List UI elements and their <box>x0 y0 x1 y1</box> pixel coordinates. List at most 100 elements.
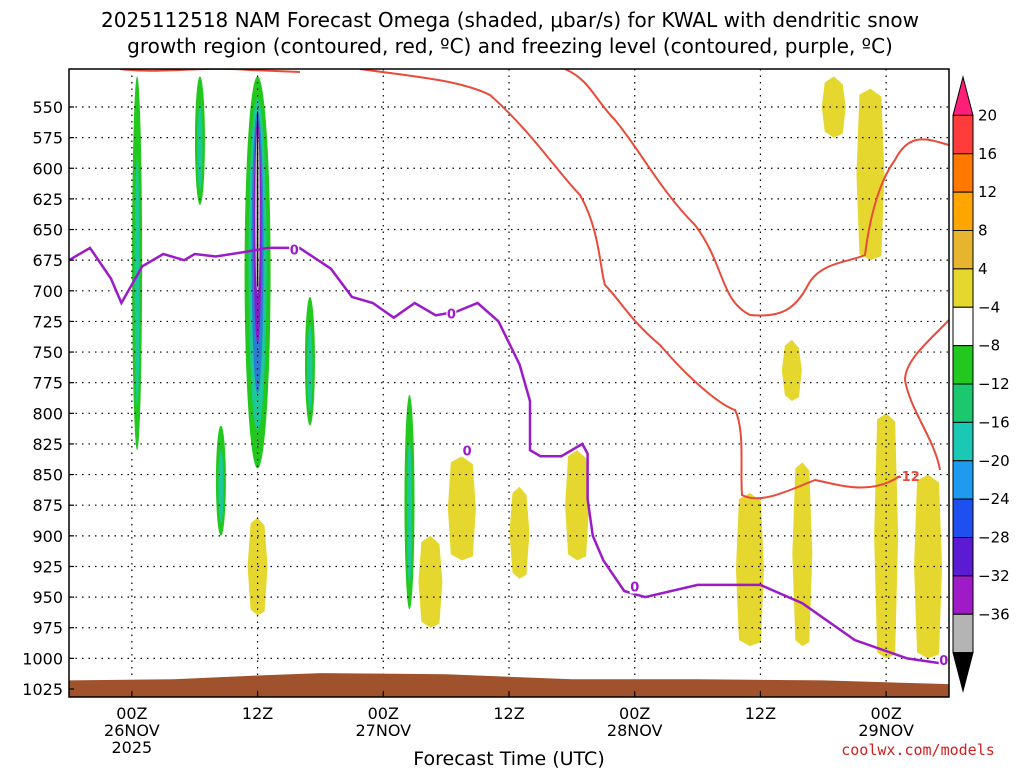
x-tick-label: 12Z <box>242 704 273 723</box>
y-tick-label: 1000 <box>22 649 63 668</box>
credit-text: coolwx.com/models <box>841 741 995 759</box>
omega-positive-area <box>856 88 885 261</box>
freezing-contour-label-bg <box>629 579 640 594</box>
colorbar-band <box>952 613 974 654</box>
y-tick-label: 675 <box>32 251 63 270</box>
colorbar-label: −28 <box>978 529 1010 547</box>
colorbar-band <box>952 460 974 500</box>
x-tick-label: 12Z <box>745 704 776 723</box>
colorbar-label: −4 <box>978 298 1000 316</box>
y-tick-label: 1025 <box>22 680 63 699</box>
terrain-fill <box>69 673 949 697</box>
omega-positive-area <box>874 413 899 659</box>
y-tick-label: 550 <box>32 98 63 117</box>
colorbar-label: 20 <box>978 106 997 124</box>
x-tick-date: 28NOV <box>607 721 663 740</box>
y-tick-label: 625 <box>32 190 63 209</box>
colorbar-band <box>952 153 974 193</box>
x-tick-date: 29NOV <box>858 721 914 740</box>
y-tick-label: 750 <box>32 343 63 362</box>
colorbar-band <box>952 191 974 231</box>
omega-negative-area <box>134 157 140 407</box>
chart-title-line-2: growth region (contoured, red, ºC) and f… <box>127 34 893 58</box>
colorbar-label: −16 <box>978 413 1010 431</box>
freezing-contour-label-bg <box>446 306 457 321</box>
colorbar-band <box>952 421 974 462</box>
omega-negative-area <box>218 449 224 523</box>
colorbar-band <box>952 75 974 116</box>
dgz-contour-line <box>359 69 901 500</box>
y-tick-label: 575 <box>32 129 63 148</box>
colorbar-label: −32 <box>978 567 1010 585</box>
colorbar-label: −12 <box>978 375 1010 393</box>
colorbar-band <box>952 383 974 423</box>
colorbar-label: 4 <box>978 260 988 278</box>
freezing-level-contour <box>69 246 949 666</box>
colorbar-band <box>952 498 974 538</box>
omega-negative-area <box>307 324 313 411</box>
freezing-contour-label: 0 <box>630 581 639 596</box>
y-tick-label: 800 <box>32 404 63 423</box>
colorbar-band <box>952 230 974 270</box>
x-tick-date: 26NOV <box>104 721 160 740</box>
dgz-contours <box>119 69 949 500</box>
omega-positive-area <box>792 462 813 647</box>
x-tick-label: 12Z <box>493 704 524 723</box>
y-tick-label: 900 <box>32 527 63 546</box>
x-tick-label: 00Z <box>368 704 399 723</box>
omega-positive-area <box>821 76 846 138</box>
colorbar-label: −20 <box>978 452 1010 470</box>
y-tick-label: 825 <box>32 435 63 454</box>
x-tick-year: 2025 <box>111 738 152 757</box>
omega-negative-area <box>197 104 203 191</box>
freezing-contour-label-bg <box>938 653 949 668</box>
omega-positive-area <box>735 492 764 647</box>
colorbar-band <box>952 652 974 693</box>
colorbar-label: 16 <box>978 145 997 163</box>
dgz-contour-label: -12 <box>896 470 920 485</box>
x-tick-label: 00Z <box>870 704 901 723</box>
contour-labels: 0 0 0 0 0 -12 <box>289 242 949 669</box>
y-tick-label: 950 <box>32 588 63 607</box>
omega-positive-area <box>781 339 802 402</box>
colorbar-label: 12 <box>978 183 997 201</box>
y-tick-label: 725 <box>32 312 63 331</box>
plot-area: 0 0 0 0 0 -12 <box>69 69 949 697</box>
freezing-contour-label-bg <box>462 443 473 458</box>
x-axis-label: Forecast Time (UTC) <box>413 748 604 768</box>
freezing-contour-label: 0 <box>463 445 472 460</box>
x-tick-date: 27NOV <box>355 721 411 740</box>
colorbar-band <box>952 114 974 155</box>
omega-positive-area <box>418 535 443 628</box>
omega-shading <box>132 76 943 659</box>
chart-title-line-1: 2025112518 NAM Forecast Omega (shaded, μ… <box>101 8 919 32</box>
dgz-contour-line <box>903 319 949 471</box>
colorbar-band <box>952 575 974 615</box>
y-tick-label: 775 <box>32 374 63 393</box>
freezing-contour-label: 0 <box>290 244 299 259</box>
colorbar-label: 8 <box>978 222 988 240</box>
omega-positive-area <box>447 456 476 561</box>
colorbar-label: −36 <box>978 605 1010 623</box>
omega-negative-area <box>406 441 412 585</box>
y-tick-label: 600 <box>32 159 63 178</box>
colorbar-band <box>952 306 974 347</box>
x-tick-label: 00Z <box>116 704 147 723</box>
dgz-contour-line <box>564 69 949 317</box>
y-tick-label: 925 <box>32 557 63 576</box>
y-tick-label: 875 <box>32 496 63 515</box>
colorbar: 20 16 12 8 4 −4 −8 −12 −16 −20 −24 −28 −32 −36 <box>952 75 1010 693</box>
x-tick-label: 00Z <box>619 704 650 723</box>
y-tick-label: 650 <box>32 221 63 240</box>
colorbar-label: −8 <box>978 337 1000 355</box>
freezing-contour-label-bg <box>289 242 300 257</box>
y-axis: 550 575 600 625 650 675 700 725 750 775 800 825 850 8… <box>22 98 74 699</box>
y-tick-label: 975 <box>32 619 63 638</box>
colorbar-band <box>952 345 974 385</box>
colorbar-band <box>952 268 974 308</box>
y-tick-label: 850 <box>32 466 63 485</box>
colorbar-label: −24 <box>978 490 1010 508</box>
freezing-contour-label: 0 <box>447 307 456 322</box>
